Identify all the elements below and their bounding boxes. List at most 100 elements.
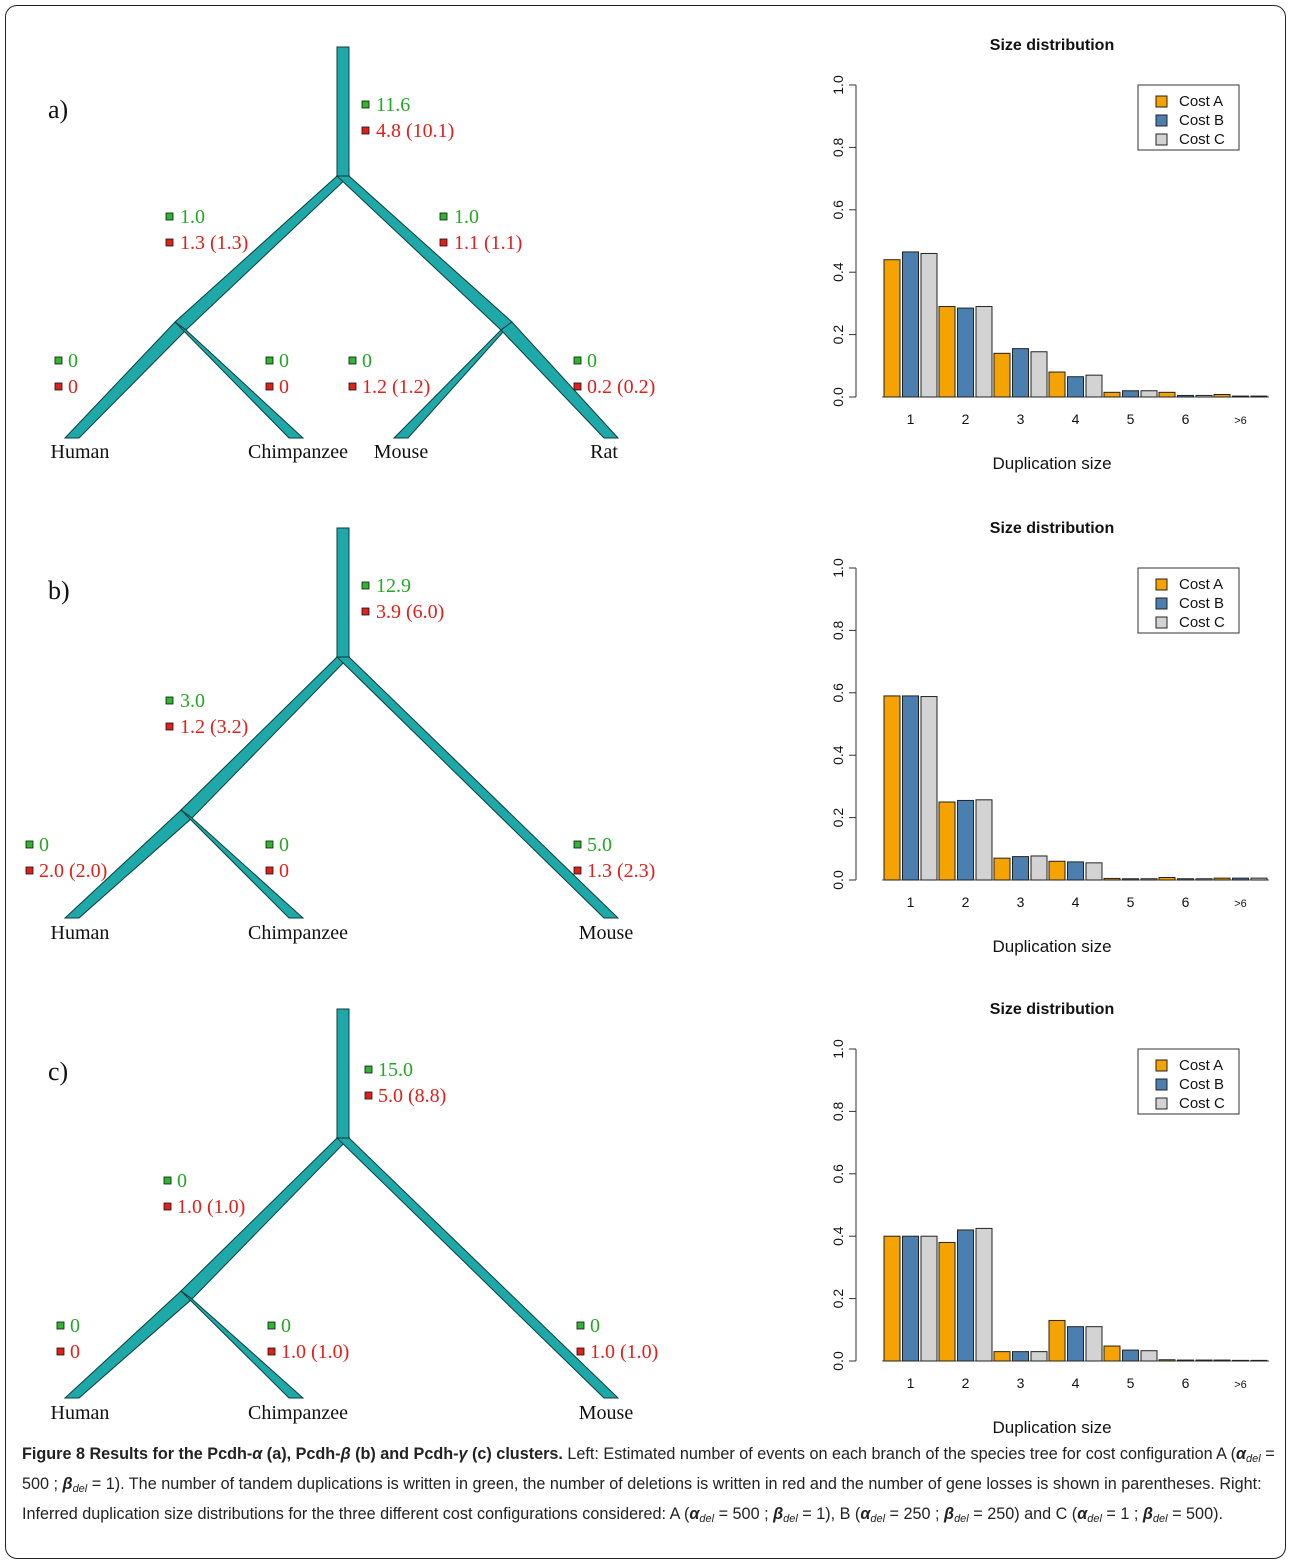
y-tick-label: 1.0 <box>830 558 846 578</box>
leaf-names-c: Human Chimpanzee Mouse <box>51 1402 634 1424</box>
bar-cost-a-2 <box>938 801 956 881</box>
tree-panel-a: a) 11.6 4.8 (10.1) 1.0 1.3 (1.3) 1.0 1.1… <box>48 46 655 463</box>
caption-del-sub-2: del <box>72 1483 88 1495</box>
panel-letter-b: b) <box>48 576 70 605</box>
bar-cost-c-4 <box>1085 862 1103 881</box>
legend-swatch <box>1155 616 1168 629</box>
y-tick-label: 0.2 <box>830 1289 846 1309</box>
leaf1-del-c: 0 <box>70 1341 80 1363</box>
bar-cost-b-4 <box>1067 376 1084 398</box>
branch-labels-c: 15.0 5.0 (8.8) 0 1.0 (1.0) 0 0 0 1.0 (1.… <box>56 1059 658 1363</box>
bar-cost-a-7 <box>1213 394 1231 398</box>
size-distribution-chart-b: Size distribution 0.0 0.2 0.4 0.6 0.8 1.0 1 2 3 4 5… <box>830 520 1269 956</box>
bar-cost-a-4 <box>1048 860 1066 881</box>
x-tick-label: 3 <box>1017 894 1025 910</box>
bar-cost-a-4 <box>1048 1319 1066 1362</box>
caption-beta-4: β <box>1142 1505 1153 1523</box>
bar-cost-c-3 <box>1030 351 1048 398</box>
bar-cost-c-6 <box>1195 394 1213 398</box>
leaf-name-chimpanzee-c: Chimpanzee <box>248 1402 348 1424</box>
leaf2-dup-c: 0 <box>281 1315 291 1337</box>
leaf-name-rat-a: Rat <box>590 441 618 463</box>
legend-entry: Cost A <box>1179 93 1223 110</box>
bar-cost-a-6 <box>1158 391 1176 398</box>
bar-cost-b-4 <box>1067 861 1084 881</box>
x-tick-label: 4 <box>1072 411 1080 427</box>
bar-cost-a-7 <box>1213 1359 1231 1362</box>
tree-branches-c <box>63 1008 620 1399</box>
legend-entry: Cost B <box>1179 595 1224 612</box>
legend-entry: Cost C <box>1179 614 1225 631</box>
y-tick-label: 0.0 <box>830 1351 846 1371</box>
bar-cost-c-1 <box>920 696 938 881</box>
left-internal-del-c: 1.0 (1.0) <box>177 1196 245 1218</box>
y-tick-label: 0.0 <box>830 870 846 890</box>
y-tick-label: 0.2 <box>830 325 846 345</box>
leaf2-del-b: 0 <box>279 860 289 882</box>
x-tick-label: 2 <box>962 411 970 427</box>
caption-title-1: Results for the Pcdh- <box>89 1445 253 1463</box>
leaf1-dup-a: 0 <box>68 350 78 372</box>
leaf3-dup-b: 5.0 <box>587 834 612 856</box>
root-dup-c: 15.0 <box>378 1059 413 1081</box>
caption-del-sub-5: del <box>870 1513 886 1525</box>
x-tick-label: >6 <box>1234 1379 1247 1391</box>
tree-branches-b <box>63 527 620 919</box>
caption-title-2: (a), Pcdh- <box>262 1445 341 1463</box>
y-tick-label: 0.4 <box>830 745 846 765</box>
bar-cost-a-3 <box>993 352 1011 398</box>
bar-cost-b-1 <box>902 1235 919 1362</box>
y-tick-label: 0.4 <box>830 262 846 282</box>
left-internal-del-a: 1.3 (1.3) <box>180 232 248 254</box>
leaf3-del-b: 1.3 (2.3) <box>587 860 655 882</box>
chart-title: Size distribution <box>990 1001 1114 1018</box>
leaf2-del-c: 1.0 (1.0) <box>281 1341 349 1363</box>
x-tick-label: 6 <box>1182 1375 1190 1391</box>
bar-cost-c-5 <box>1140 878 1158 881</box>
bar-cost-a-3 <box>993 857 1011 881</box>
bar-cost-b-7 <box>1232 1359 1249 1362</box>
root-del-a: 4.8 (10.1) <box>376 120 454 142</box>
caption-body-2: The number of tandem duplications is wri… <box>22 1475 1262 1523</box>
left-internal-dup-c: 0 <box>177 1170 187 1192</box>
caption-eq-1: = 500 ; <box>22 1445 1275 1493</box>
y-tick-label: 0.6 <box>830 683 846 703</box>
leaf-name-human-a: Human <box>51 441 110 463</box>
caption-del-sub-6: del <box>954 1513 969 1525</box>
legend-entry: Cost A <box>1179 1057 1223 1074</box>
y-tick-label: 0.6 <box>830 200 846 220</box>
leaf2-del-a: 0 <box>279 376 289 398</box>
caption-eq-4: = 1), B ( <box>797 1505 861 1523</box>
bar-cost-b-5 <box>1122 1349 1139 1362</box>
leaf-names-a: Human Chimpanzee Mouse Rat <box>51 441 619 463</box>
legend-entry: Cost C <box>1179 1095 1225 1112</box>
tree-panel-c: c) 15.0 5.0 (8.8) 0 1.0 (1.0) 0 0 0 1.0 … <box>48 1008 658 1424</box>
y-tick-label: 0.8 <box>830 1101 846 1121</box>
y-tick-label: 1.0 <box>830 1039 846 1059</box>
leaf1-del-b: 2.0 (2.0) <box>39 860 107 882</box>
bar-cost-c-6 <box>1195 1359 1213 1362</box>
x-tick-label: 1 <box>907 894 915 910</box>
caption-beta-3: β <box>944 1505 955 1523</box>
caption-del-sub-4: del <box>783 1513 798 1525</box>
bar-cost-c-7 <box>1250 1359 1268 1362</box>
leaf-name-mouse-c: Mouse <box>579 1402 634 1424</box>
bar-cost-a-3 <box>993 1351 1011 1362</box>
leaf1-dup-b: 0 <box>39 834 49 856</box>
bar-cost-b-5 <box>1122 390 1139 398</box>
caption-beta-2: β <box>773 1505 784 1523</box>
bar-cost-c-4 <box>1085 1326 1103 1362</box>
caption-eq-6: = 250) and C ( <box>968 1505 1078 1523</box>
legend-box <box>1137 567 1240 634</box>
bar-cost-b-5 <box>1122 878 1139 881</box>
leaf-name-chimpanzee-a: Chimpanzee <box>248 441 348 463</box>
bar-cost-c-1 <box>920 1235 938 1362</box>
bar-cost-b-6 <box>1177 1359 1194 1362</box>
bar-cost-c-4 <box>1085 374 1103 398</box>
bar-cost-a-1 <box>883 1235 901 1362</box>
bar-cost-a-6 <box>1158 877 1176 881</box>
leaf4-dup-a: 0 <box>587 350 597 372</box>
leaf3-del-a: 1.2 (1.2) <box>362 376 430 398</box>
leaf3-del-c: 1.0 (1.0) <box>590 1341 658 1363</box>
bar-cost-c-2 <box>975 799 993 881</box>
